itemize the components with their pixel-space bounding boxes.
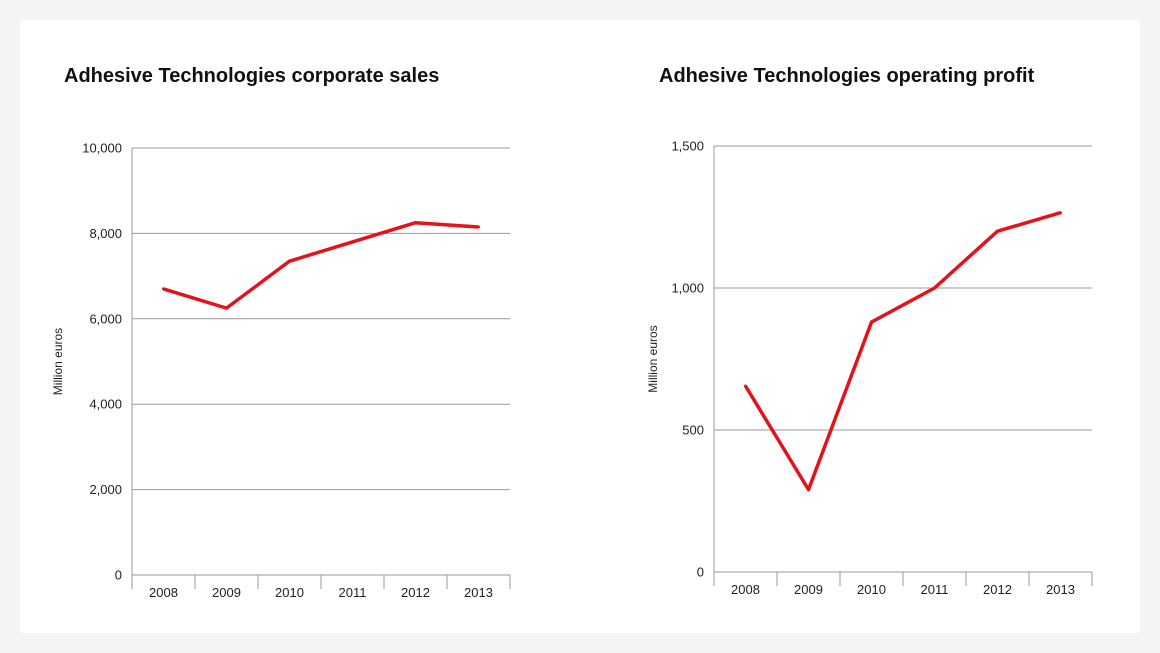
data-point <box>807 488 810 492</box>
x-tick-label: 2012 <box>983 582 1012 597</box>
y-tick-label: 10,000 <box>82 141 122 156</box>
x-tick-label: 2010 <box>275 585 304 600</box>
y-tick-label: 0 <box>697 565 704 580</box>
data-point <box>477 225 480 229</box>
x-tick-label: 2009 <box>794 582 823 597</box>
y-tick-label: 8,000 <box>89 226 122 241</box>
charts-canvas: Adhesive Technologies corporate sales 0 2,… <box>51 65 1093 600</box>
y-axis-label: Million euros <box>646 325 660 392</box>
x-tick-label: 2013 <box>1046 582 1075 597</box>
y-tick-label: 2,000 <box>89 482 122 497</box>
y-tick-label: 6,000 <box>89 311 122 326</box>
chart-card: Adhesive Technologies corporate sales 0 2,… <box>20 20 1140 633</box>
y-tick-label: 4,000 <box>89 397 122 412</box>
data-point <box>744 384 747 388</box>
series-line <box>162 220 479 310</box>
x-tick-label: 2008 <box>731 582 760 597</box>
y-axis-label: Million euros <box>51 328 65 395</box>
x-tick-label: 2013 <box>464 585 493 600</box>
data-point <box>414 221 417 225</box>
y-tick-label: 1,500 <box>671 139 704 154</box>
y-tick-label: 0 <box>115 568 122 583</box>
x-tick-label: 2012 <box>401 585 430 600</box>
x-tick-label: 2009 <box>212 585 241 600</box>
x-tick-label: 2011 <box>339 585 367 600</box>
data-point <box>288 259 291 263</box>
y-tick-label: 500 <box>682 423 704 438</box>
series-line <box>744 211 1061 492</box>
chart-title: Adhesive Technologies corporate sales <box>64 65 439 87</box>
data-point <box>870 320 873 324</box>
data-point <box>996 229 999 233</box>
data-point <box>225 306 228 310</box>
data-point <box>351 240 354 244</box>
chart-title: Adhesive Technologies operating profit <box>659 65 1035 87</box>
data-point <box>162 287 165 291</box>
data-point <box>933 286 936 290</box>
x-tick-label: 2011 <box>921 582 949 597</box>
x-tick-label: 2008 <box>149 585 178 600</box>
y-tick-label: 1,000 <box>671 281 704 296</box>
x-tick-label: 2010 <box>857 582 886 597</box>
data-point <box>1059 211 1062 215</box>
